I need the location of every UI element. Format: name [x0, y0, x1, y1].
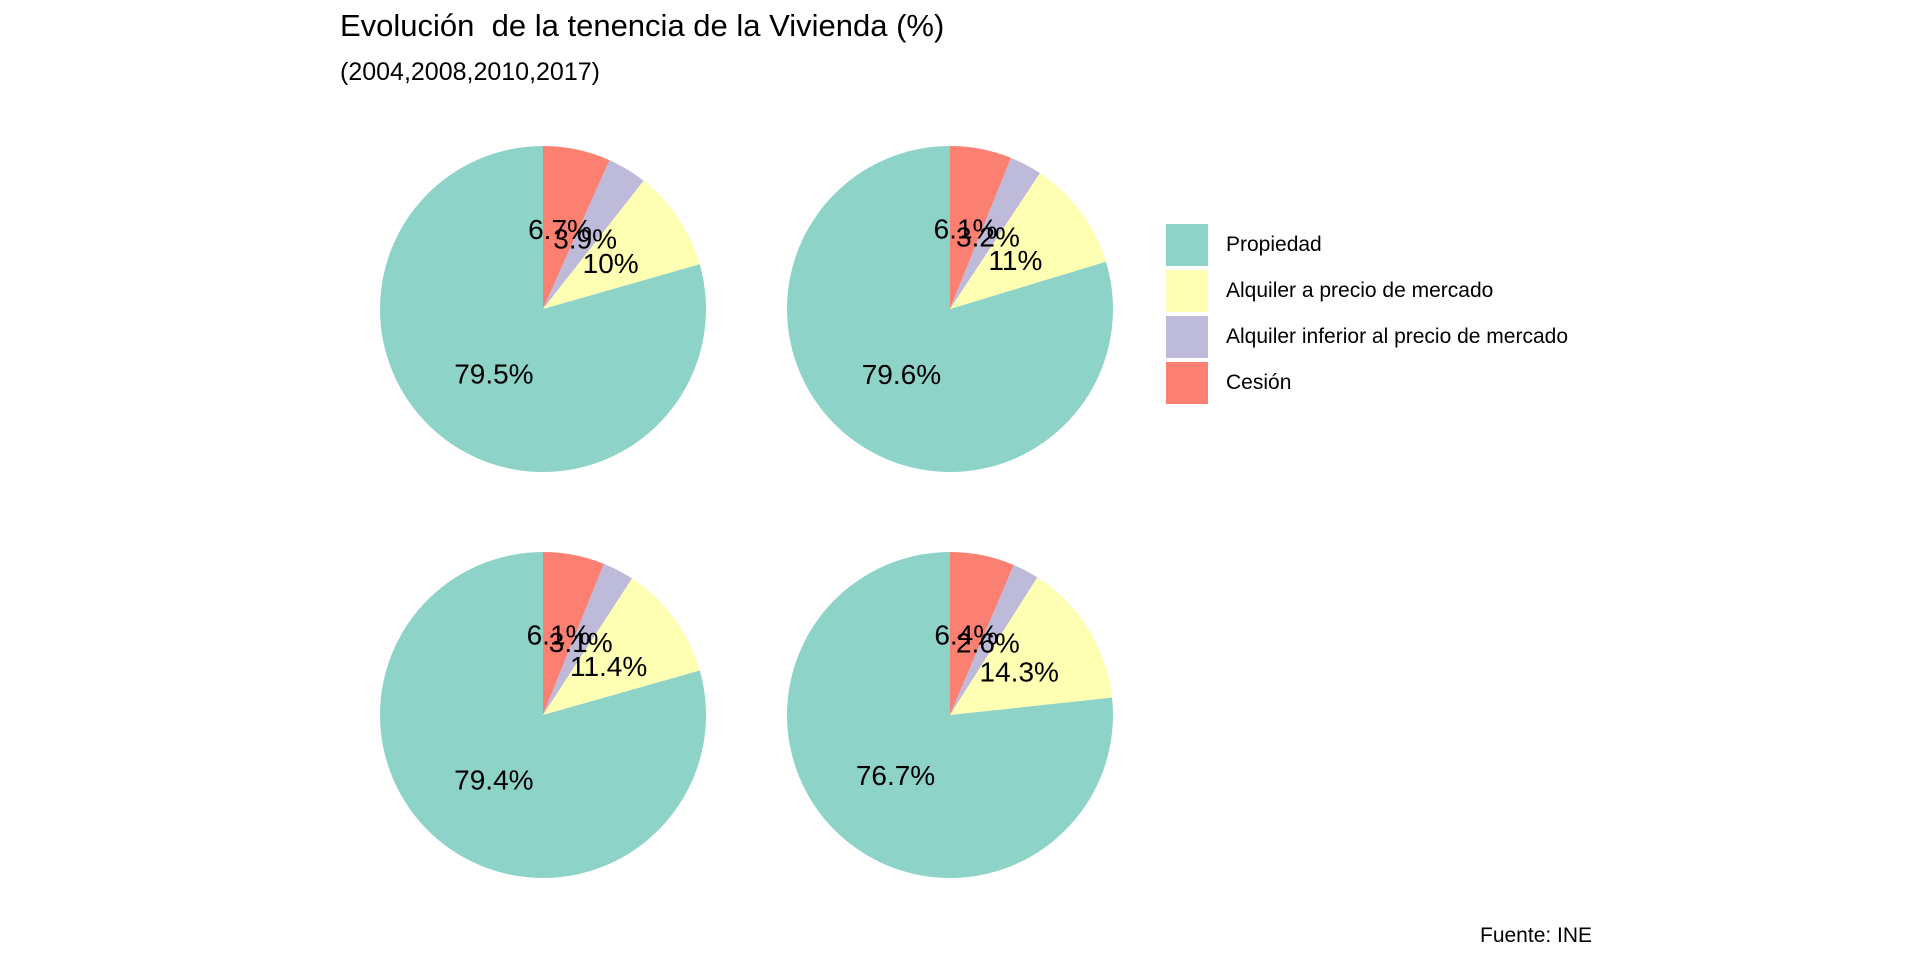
legend-item: Propiedad	[1166, 222, 1568, 268]
legend: Propiedad Alquiler a precio de mercado Alq…	[1166, 222, 1568, 406]
legend-swatch	[1166, 362, 1208, 404]
pie-2-label-1: 79.6%	[862, 359, 941, 390]
legend-label: Propiedad	[1226, 233, 1322, 257]
legend-item: Alquiler inferior al precio de mercado	[1166, 314, 1568, 360]
legend-label: Cesión	[1226, 371, 1291, 395]
legend-label: Alquiler inferior al precio de mercado	[1226, 325, 1568, 349]
pie-4: 6.4%2.6%14.3%76.7%	[787, 552, 1113, 878]
pie-4-label-3: 2.6%	[956, 627, 1020, 658]
pie-4-label-2: 14.3%	[980, 656, 1059, 687]
legend-item: Cesión	[1166, 360, 1568, 406]
legend-swatch	[1166, 270, 1208, 312]
legend-item: Alquiler a precio de mercado	[1166, 268, 1568, 314]
pie-3-label-2: 11.4%	[570, 651, 647, 682]
legend-swatch	[1166, 316, 1208, 358]
pie-1: 6.7%3.9%10%79.5%	[380, 146, 706, 472]
pie-charts: 6.7%3.9%10%79.5%6.1%3.2%11%79.6%6.1%3.1%…	[0, 0, 1920, 960]
legend-label: Alquiler a precio de mercado	[1226, 279, 1493, 303]
pie-2: 6.1%3.2%11%79.6%	[787, 146, 1113, 472]
pie-3: 6.1%3.1%11.4%79.4%	[380, 552, 706, 878]
pie-4-label-1: 76.7%	[856, 760, 935, 791]
pie-2-label-2: 11%	[988, 245, 1042, 276]
pie-1-label-2: 10%	[583, 248, 639, 279]
pie-1-label-1: 79.5%	[454, 359, 533, 390]
chart-caption: Fuente: INE	[1480, 924, 1592, 948]
legend-swatch	[1166, 224, 1208, 266]
pie-3-label-1: 79.4%	[454, 765, 533, 796]
